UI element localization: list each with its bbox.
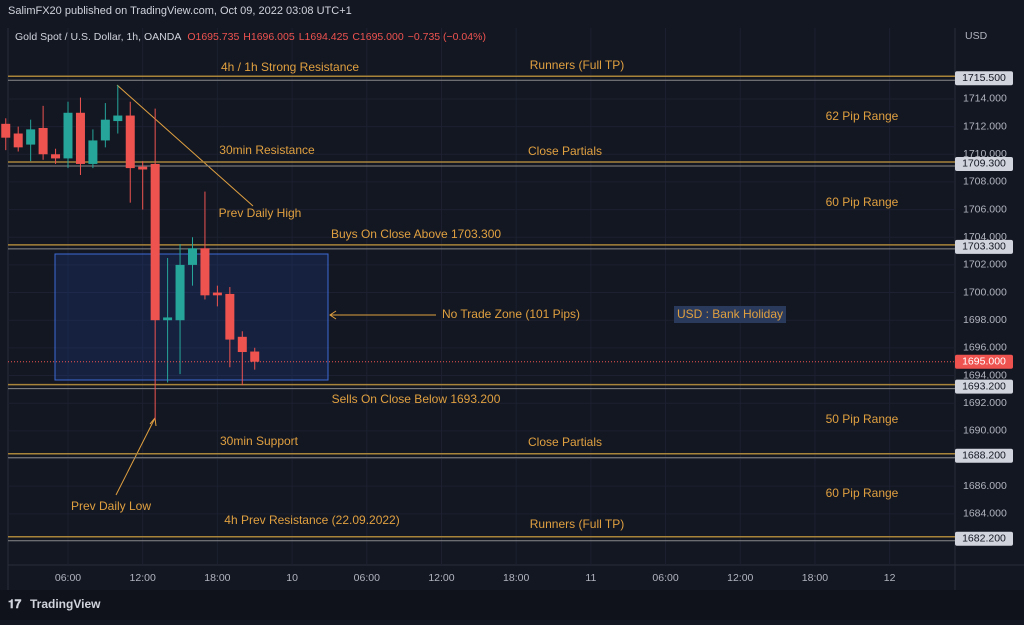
open: O1695.735: [187, 31, 239, 43]
publisher: SalimFX20 published on TradingView.com, …: [8, 5, 352, 17]
level-label-box: [955, 156, 1013, 171]
annotation: Close Partials: [528, 144, 602, 158]
candle-body: [237, 336, 247, 353]
last-price-label: 1695.000: [962, 355, 1006, 367]
x-tick-label: 18:00: [802, 572, 828, 584]
candle-body: [75, 112, 85, 164]
level-label-box: [955, 71, 1013, 86]
level-label: 1709.300: [962, 158, 1006, 170]
change: −0.735 (−0.04%): [408, 31, 486, 43]
x-tick-label: 06:00: [652, 572, 678, 584]
candle-body: [225, 293, 235, 340]
x-tick-label: 12:00: [130, 572, 156, 584]
annotation: 50 Pip Range: [826, 412, 899, 426]
arrow: [115, 417, 156, 496]
symbol-info: Gold Spot / U.S. Dollar, 1h, OANDA O1695.…: [15, 31, 486, 43]
candle-body: [212, 292, 222, 296]
x-tick-label: 12: [884, 572, 896, 584]
candle-body: [200, 248, 210, 296]
close: C1695.000: [352, 31, 404, 43]
candle-body: [250, 351, 260, 362]
candle-body: [138, 166, 148, 170]
candle-body: [175, 264, 185, 321]
footer-bar: [0, 590, 1024, 620]
last-price-box: [955, 354, 1013, 369]
x-tick-label: 10: [286, 572, 298, 584]
no-trade-zone: [54, 253, 329, 381]
candle-body: [88, 140, 98, 164]
y-tick-label: 1686.000: [963, 480, 1007, 492]
annotation: 4h / 1h Strong Resistance: [221, 60, 359, 74]
annotation: Prev Daily High: [219, 206, 302, 220]
level-label-box: [955, 448, 1013, 463]
annotation: 60 Pip Range: [826, 486, 899, 500]
annotation: Close Partials: [528, 435, 602, 449]
currency: USD: [965, 30, 988, 42]
y-tick-label: 1708.000: [963, 176, 1007, 188]
x-tick-label: 06:00: [55, 572, 81, 584]
y-tick-label: 1714.000: [963, 93, 1007, 105]
candle-body: [113, 115, 123, 122]
level-label: 1715.500: [962, 72, 1006, 84]
low: L1694.425: [299, 31, 349, 43]
candle-body: [187, 248, 197, 265]
y-tick-label: 1694.000: [963, 369, 1007, 381]
y-tick-label: 1684.000: [963, 508, 1007, 520]
trendline: [116, 84, 254, 207]
candle-body: [26, 129, 36, 145]
level-label: 1682.200: [962, 533, 1006, 545]
y-tick-label: 1700.000: [963, 286, 1007, 298]
y-tick-label: 1696.000: [963, 342, 1007, 354]
candle-body: [163, 317, 173, 321]
candle-body: [1, 123, 11, 138]
annotation: USD : Bank Holiday: [677, 307, 783, 321]
level-label-box: [955, 379, 1013, 394]
high: H1696.005: [243, 31, 295, 43]
footer-logo: 𝟏𝟕: [8, 597, 22, 611]
annotation: 60 Pip Range: [826, 195, 899, 209]
annotation: Runners (Full TP): [530, 58, 624, 72]
x-tick-label: 12:00: [727, 572, 753, 584]
annotation: 30min Resistance: [219, 143, 315, 157]
annotation: Buys On Close Above 1703.300: [331, 227, 501, 241]
y-tick-label: 1706.000: [963, 203, 1007, 215]
candle-body: [100, 119, 110, 141]
candle-body: [150, 163, 160, 321]
annotation: Prev Daily Low: [71, 499, 151, 513]
x-tick-label: 18:00: [204, 572, 230, 584]
y-tick-label: 1698.000: [963, 314, 1007, 326]
annotation: Runners (Full TP): [530, 517, 624, 531]
footer-brand: TradingView: [30, 597, 101, 611]
annotation: Sells On Close Below 1693.200: [332, 392, 501, 406]
y-tick-label: 1712.000: [963, 120, 1007, 132]
y-tick-label: 1692.000: [963, 397, 1007, 409]
arrow-head: [329, 310, 337, 320]
candle-body: [63, 112, 73, 159]
annotation: 4h Prev Resistance (22.09.2022): [224, 513, 399, 527]
candle-body: [13, 133, 23, 148]
level-label-box: [955, 531, 1013, 546]
symbol: Gold Spot / U.S. Dollar, 1h, OANDA: [15, 31, 181, 43]
y-tick-label: 1702.000: [963, 259, 1007, 271]
annotation: 30min Support: [220, 434, 299, 448]
candle-body: [51, 154, 61, 159]
level-label-box: [955, 239, 1013, 254]
level-label: 1688.200: [962, 450, 1006, 462]
level-label: 1693.200: [962, 380, 1006, 392]
x-tick-label: 06:00: [354, 572, 380, 584]
x-tick-label: 18:00: [503, 572, 529, 584]
annotation: No Trade Zone (101 Pips): [442, 307, 580, 321]
x-tick-label: 11: [585, 572, 596, 584]
level-label: 1703.300: [962, 241, 1006, 253]
candle-body: [38, 127, 48, 155]
label-box: [674, 306, 786, 323]
x-tick-label: 12:00: [428, 572, 454, 584]
candle-body: [125, 115, 135, 169]
annotation: 62 Pip Range: [826, 109, 899, 123]
y-tick-label: 1690.000: [963, 425, 1007, 437]
